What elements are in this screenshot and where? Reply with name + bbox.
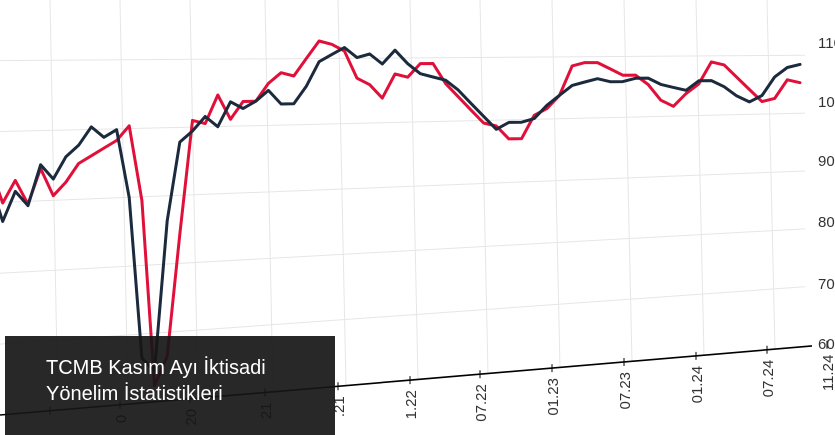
gridline-h — [0, 228, 806, 274]
gridline-v — [264, 0, 274, 393]
x-tick-label: 07.23 — [617, 372, 634, 410]
gridline-h — [0, 170, 806, 203]
gridline-v — [766, 0, 776, 350]
y-tick-label: 100 — [818, 94, 835, 111]
caption-box: TCMB Kasım Ayı İktisadi Yönelim İstatist… — [5, 336, 335, 435]
y-tick-label: 70 — [818, 276, 835, 293]
gridline-v — [189, 0, 199, 399]
gridline-v — [695, 0, 705, 356]
gridline-h — [0, 286, 806, 345]
x-tick-label: .21 — [331, 396, 348, 417]
x-tick-label: 11.24 — [820, 355, 835, 391]
x-tick-label: 01.23 — [545, 378, 562, 416]
y-tick-label: 110 — [818, 35, 835, 52]
x-tick-label: 1.22 — [403, 390, 420, 419]
y-tick-label: 60 — [818, 336, 835, 353]
x-tick-label: 07.22 — [473, 384, 490, 422]
x-tick-label: 07.24 — [760, 360, 777, 398]
gridline-v — [551, 0, 561, 369]
gridline-v — [479, 0, 489, 375]
series-line-b — [0, 46, 802, 373]
gridline-h — [0, 112, 806, 133]
caption-line-1: TCMB Kasım Ayı İktisadi — [46, 357, 266, 379]
gridline-v — [337, 0, 347, 387]
series-line-a — [0, 39, 802, 388]
gridline-v — [623, 0, 633, 362]
gridline-v — [409, 0, 419, 381]
y-tick-label: 90 — [818, 153, 835, 170]
x-tick-label: 01.24 — [689, 366, 706, 404]
y-tick-label: 80 — [818, 214, 835, 231]
caption-title: TCMB Kasım Ayı İktisadi Yönelim İstatist… — [46, 355, 326, 407]
caption-line-2: Yönelim İstatistikleri — [46, 383, 223, 405]
